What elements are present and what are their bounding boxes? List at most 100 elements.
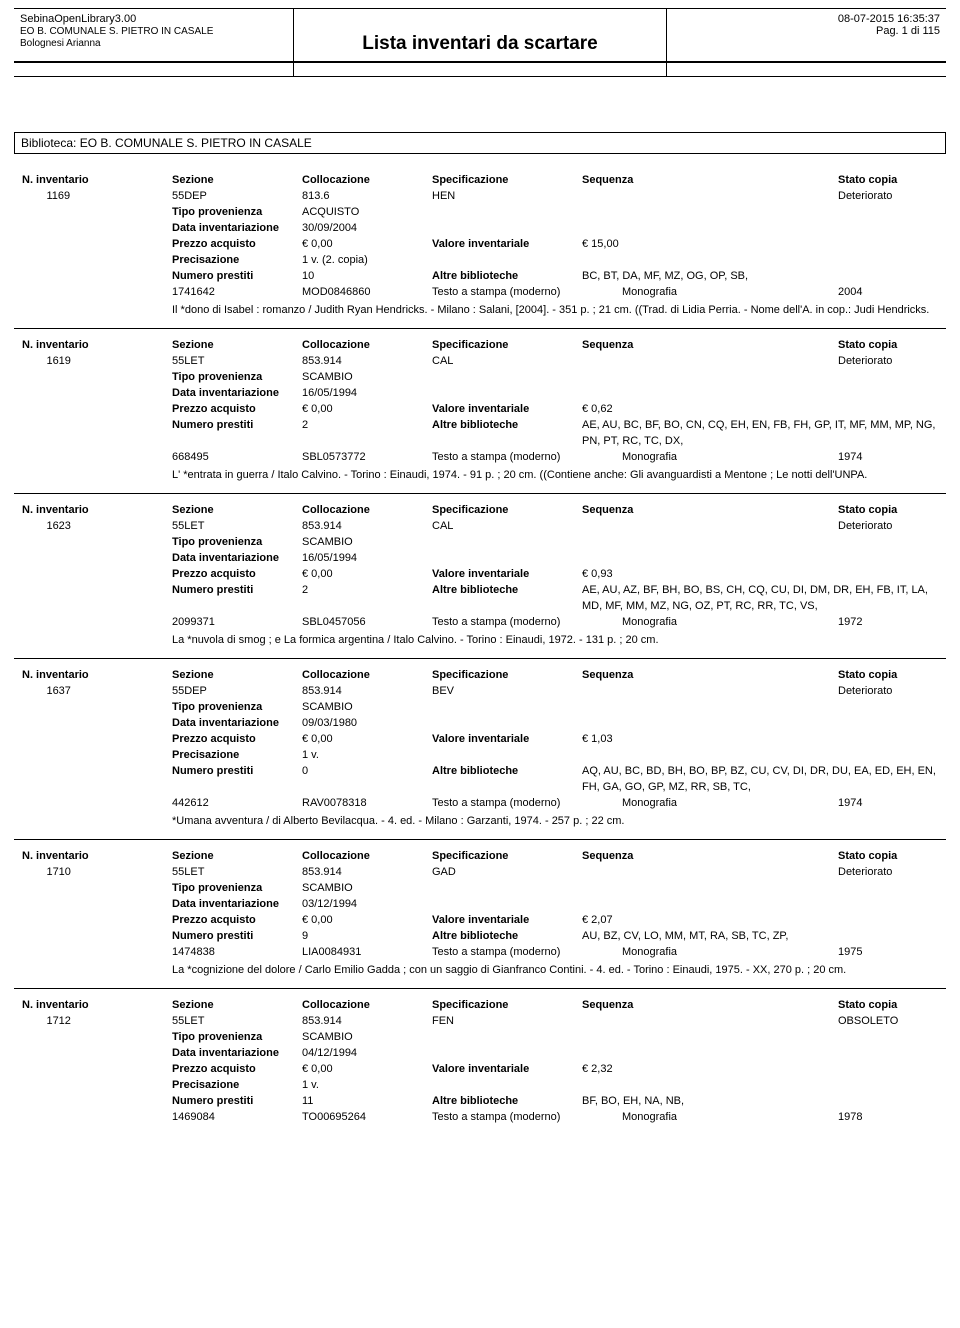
code2-value: RAV0078318 bbox=[302, 795, 432, 811]
tipo-provenienza-value: SCAMBIO bbox=[302, 1029, 432, 1045]
altre-biblioteche-value: AE, AU, AZ, BF, BH, BO, BS, CH, CQ, CU, … bbox=[582, 582, 938, 614]
collocazione-value: 813.6 bbox=[302, 188, 432, 204]
prezzo-acquisto-value: € 0,00 bbox=[302, 1061, 432, 1077]
stato-copia-value: Deteriorato bbox=[838, 683, 938, 699]
kind-value: Monografia bbox=[622, 944, 722, 960]
label-data-inventariazione: Data inventariazione bbox=[172, 385, 302, 401]
label-n-inventario: N. inventario bbox=[22, 502, 172, 518]
specificazione-value: FEN bbox=[432, 1013, 582, 1029]
label-prezzo-acquisto: Prezzo acquisto bbox=[172, 566, 302, 582]
label-specificazione: Specificazione bbox=[432, 848, 582, 864]
label-prezzo-acquisto: Prezzo acquisto bbox=[172, 236, 302, 252]
label-data-inventariazione: Data inventariazione bbox=[172, 715, 302, 731]
stato-copia-value: OBSOLETO bbox=[838, 1013, 938, 1029]
label-stato-copia: Stato copia bbox=[838, 502, 938, 518]
sezione-value: 55DEP bbox=[172, 188, 302, 204]
sezione-value: 55DEP bbox=[172, 683, 302, 699]
year-value: 2004 bbox=[838, 284, 938, 300]
sezione-value: 55LET bbox=[172, 518, 302, 534]
label-n-inventario: N. inventario bbox=[22, 337, 172, 353]
numero-prestiti-value: 0 bbox=[302, 763, 432, 795]
description: La *nuvola di smog ; e La formica argent… bbox=[22, 632, 938, 648]
valore-inventariale-value: € 2,32 bbox=[582, 1061, 722, 1077]
label-collocazione: Collocazione bbox=[302, 997, 432, 1013]
label-tipo-provenienza: Tipo provenienza bbox=[172, 204, 302, 220]
prezzo-acquisto-value: € 0,00 bbox=[302, 912, 432, 928]
prezzo-acquisto-value: € 0,00 bbox=[302, 566, 432, 582]
specificazione-value: HEN bbox=[432, 188, 582, 204]
precisazione-value: 1 v. (2. copia) bbox=[302, 252, 432, 268]
year-value: 1978 bbox=[838, 1109, 938, 1125]
label-sezione: Sezione bbox=[172, 997, 302, 1013]
description: La *cognizione del dolore / Carlo Emilio… bbox=[22, 962, 938, 978]
stato-copia-value: Deteriorato bbox=[838, 864, 938, 880]
collocazione-value: 853.914 bbox=[302, 683, 432, 699]
label-sezione: Sezione bbox=[172, 667, 302, 683]
sezione-value: 55LET bbox=[172, 864, 302, 880]
app-name: SebinaOpenLibrary3.00 bbox=[20, 13, 287, 25]
altre-biblioteche-value: BF, BO, EH, NA, NB, bbox=[582, 1093, 938, 1109]
n-inventario-value: 1169 bbox=[22, 188, 172, 204]
label-sezione: Sezione bbox=[172, 172, 302, 188]
label-sezione: Sezione bbox=[172, 337, 302, 353]
label-stato-copia: Stato copia bbox=[838, 667, 938, 683]
numero-prestiti-value: 2 bbox=[302, 417, 432, 449]
label-altre-biblioteche: Altre biblioteche bbox=[432, 417, 582, 449]
label-numero-prestiti: Numero prestiti bbox=[172, 268, 302, 284]
specificazione-value: CAL bbox=[432, 518, 582, 534]
code1-value: 442612 bbox=[172, 795, 302, 811]
prezzo-acquisto-value: € 0,00 bbox=[302, 731, 432, 747]
label-n-inventario: N. inventario bbox=[22, 172, 172, 188]
header-center: Lista inventari da scartare bbox=[294, 8, 666, 62]
n-inventario-value: 1619 bbox=[22, 353, 172, 369]
timestamp: 08-07-2015 16:35:37 bbox=[673, 13, 940, 25]
label-valore-inventariale: Valore inventariale bbox=[432, 912, 582, 928]
label-collocazione: Collocazione bbox=[302, 667, 432, 683]
code1-value: 1474838 bbox=[172, 944, 302, 960]
header-right: 08-07-2015 16:35:37 Pag. 1 di 115 bbox=[666, 8, 946, 62]
label-collocazione: Collocazione bbox=[302, 337, 432, 353]
description: *Umana avventura / di Alberto Bevilacqua… bbox=[22, 813, 938, 829]
label-sequenza: Sequenza bbox=[582, 848, 722, 864]
valore-inventariale-value: € 0,62 bbox=[582, 401, 722, 417]
label-stato-copia: Stato copia bbox=[838, 997, 938, 1013]
code1-value: 2099371 bbox=[172, 614, 302, 630]
n-inventario-value: 1710 bbox=[22, 864, 172, 880]
code2-value: LIA0084931 bbox=[302, 944, 432, 960]
prezzo-acquisto-value: € 0,00 bbox=[302, 401, 432, 417]
label-precisazione: Precisazione bbox=[172, 252, 302, 268]
data-inventariazione-value: 16/05/1994 bbox=[302, 385, 432, 401]
label-prezzo-acquisto: Prezzo acquisto bbox=[172, 912, 302, 928]
kind-value: Monografia bbox=[622, 795, 722, 811]
description: L' *entrata in guerra / Italo Calvino. -… bbox=[22, 467, 938, 483]
label-n-inventario: N. inventario bbox=[22, 848, 172, 864]
kind-value: Monografia bbox=[622, 284, 722, 300]
label-tipo-provenienza: Tipo provenienza bbox=[172, 699, 302, 715]
code2-value: TO00695264 bbox=[302, 1109, 432, 1125]
code2-value: SBL0573772 bbox=[302, 449, 432, 465]
label-numero-prestiti: Numero prestiti bbox=[172, 582, 302, 614]
header-library: EO B. COMUNALE S. PIETRO IN CASALE bbox=[20, 26, 287, 37]
sezione-value: 55LET bbox=[172, 1013, 302, 1029]
label-sezione: Sezione bbox=[172, 848, 302, 864]
inventory-record: N. inventario Sezione Collocazione Speci… bbox=[14, 502, 946, 659]
page-number: Pag. 1 di 115 bbox=[673, 25, 940, 37]
numero-prestiti-value: 2 bbox=[302, 582, 432, 614]
label-specificazione: Specificazione bbox=[432, 667, 582, 683]
label-prezzo-acquisto: Prezzo acquisto bbox=[172, 731, 302, 747]
data-inventariazione-value: 03/12/1994 bbox=[302, 896, 432, 912]
description: Il *dono di Isabel : romanzo / Judith Ry… bbox=[22, 302, 938, 318]
data-inventariazione-value: 04/12/1994 bbox=[302, 1045, 432, 1061]
label-valore-inventariale: Valore inventariale bbox=[432, 731, 582, 747]
header-user: Bolognesi Arianna bbox=[20, 38, 287, 49]
n-inventario-value: 1623 bbox=[22, 518, 172, 534]
label-sezione: Sezione bbox=[172, 502, 302, 518]
label-numero-prestiti: Numero prestiti bbox=[172, 417, 302, 449]
kind-value: Monografia bbox=[622, 449, 722, 465]
code1-value: 1469084 bbox=[172, 1109, 302, 1125]
label-tipo-provenienza: Tipo provenienza bbox=[172, 1029, 302, 1045]
inventory-record: N. inventario Sezione Collocazione Speci… bbox=[14, 172, 946, 329]
label-altre-biblioteche: Altre biblioteche bbox=[432, 1093, 582, 1109]
numero-prestiti-value: 10 bbox=[302, 268, 432, 284]
label-valore-inventariale: Valore inventariale bbox=[432, 401, 582, 417]
